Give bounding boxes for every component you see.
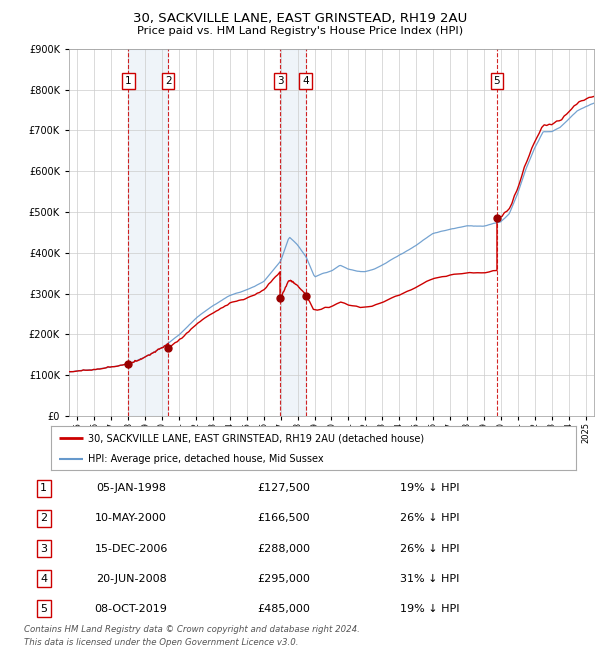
Text: £485,000: £485,000 <box>257 604 310 614</box>
Text: 4: 4 <box>302 77 309 86</box>
Text: 30, SACKVILLE LANE, EAST GRINSTEAD, RH19 2AU (detached house): 30, SACKVILLE LANE, EAST GRINSTEAD, RH19… <box>88 433 424 443</box>
Text: 5: 5 <box>40 604 47 614</box>
Text: 05-JAN-1998: 05-JAN-1998 <box>96 484 166 493</box>
Text: This data is licensed under the Open Government Licence v3.0.: This data is licensed under the Open Gov… <box>24 638 299 647</box>
Text: £127,500: £127,500 <box>257 484 310 493</box>
Text: 26% ↓ HPI: 26% ↓ HPI <box>400 514 460 523</box>
Text: 10-MAY-2000: 10-MAY-2000 <box>95 514 167 523</box>
Text: 1: 1 <box>40 484 47 493</box>
Text: 19% ↓ HPI: 19% ↓ HPI <box>400 484 460 493</box>
Text: 4: 4 <box>40 574 47 584</box>
Text: 5: 5 <box>494 77 500 86</box>
Text: 30, SACKVILLE LANE, EAST GRINSTEAD, RH19 2AU: 30, SACKVILLE LANE, EAST GRINSTEAD, RH19… <box>133 12 467 25</box>
Text: Price paid vs. HM Land Registry's House Price Index (HPI): Price paid vs. HM Land Registry's House … <box>137 25 463 36</box>
Text: £166,500: £166,500 <box>257 514 310 523</box>
Text: 08-OCT-2019: 08-OCT-2019 <box>95 604 167 614</box>
Text: 19% ↓ HPI: 19% ↓ HPI <box>400 604 460 614</box>
Text: £295,000: £295,000 <box>257 574 310 584</box>
Text: 3: 3 <box>277 77 283 86</box>
Text: 2: 2 <box>165 77 172 86</box>
Text: 2: 2 <box>40 514 47 523</box>
Text: HPI: Average price, detached house, Mid Sussex: HPI: Average price, detached house, Mid … <box>88 454 323 464</box>
Text: Contains HM Land Registry data © Crown copyright and database right 2024.: Contains HM Land Registry data © Crown c… <box>24 625 360 634</box>
Text: 15-DEC-2006: 15-DEC-2006 <box>94 543 168 554</box>
Bar <box>128 49 168 416</box>
Text: £288,000: £288,000 <box>257 543 310 554</box>
Text: 1: 1 <box>125 77 132 86</box>
Text: 26% ↓ HPI: 26% ↓ HPI <box>400 543 460 554</box>
Text: 20-JUN-2008: 20-JUN-2008 <box>96 574 167 584</box>
Bar <box>280 49 305 416</box>
Text: 31% ↓ HPI: 31% ↓ HPI <box>400 574 460 584</box>
Text: 3: 3 <box>40 543 47 554</box>
